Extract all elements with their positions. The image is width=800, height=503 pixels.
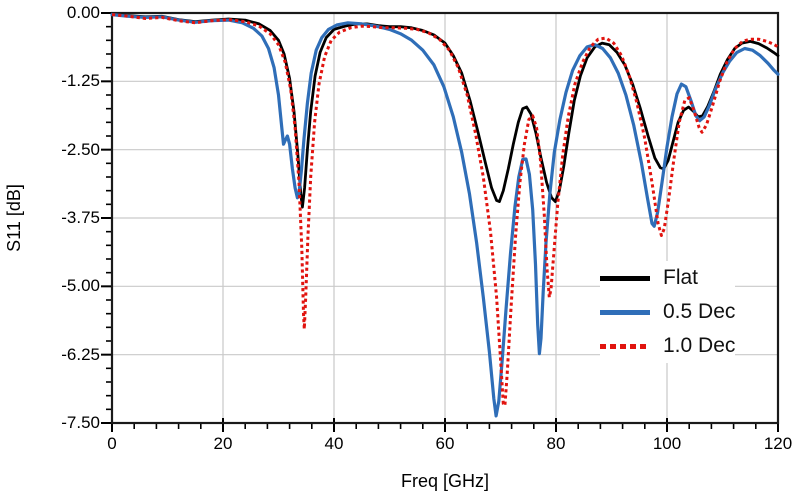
legend-swatch-flat: [600, 275, 650, 281]
legend-item-05dec: 0.5 Dec: [600, 295, 735, 329]
y-tick-label: -7.50: [61, 413, 100, 432]
x-tick-label: 80: [546, 434, 566, 453]
legend-item-10dec: 1.0 Dec: [600, 329, 735, 363]
y-tick-label: -3.75: [61, 208, 100, 227]
x-tick-label: 40: [324, 434, 344, 453]
x-tick-label: 20: [213, 434, 233, 453]
y-tick-label: -1.25: [61, 71, 100, 91]
y-axis-title: S11 [dB]: [4, 184, 24, 252]
x-axis-title: Freq [GHz]: [400, 471, 489, 491]
legend-swatch-10dec: [600, 343, 650, 349]
y-tick-label: -2.50: [61, 139, 100, 159]
legend-label-05dec: 0.5 Dec: [663, 300, 736, 323]
y-tick-label: -5.00: [61, 276, 100, 296]
x-tick-label: 0: [107, 434, 117, 453]
legend-item-flat: Flat: [600, 261, 735, 295]
x-tick-label: 100: [652, 434, 682, 453]
legend-swatch-05dec: [600, 309, 650, 315]
y-tick-label: -6.25: [61, 344, 100, 364]
legend: Flat 0.5 Dec 1.0 Dec: [600, 261, 736, 363]
legend-label-10dec: 1.0 Dec: [663, 334, 736, 357]
legend-label-flat: Flat: [663, 266, 699, 289]
y-tick-label: 0.00: [66, 3, 100, 22]
x-tick-label: 60: [435, 434, 455, 453]
x-tick-label: 120: [763, 434, 793, 453]
